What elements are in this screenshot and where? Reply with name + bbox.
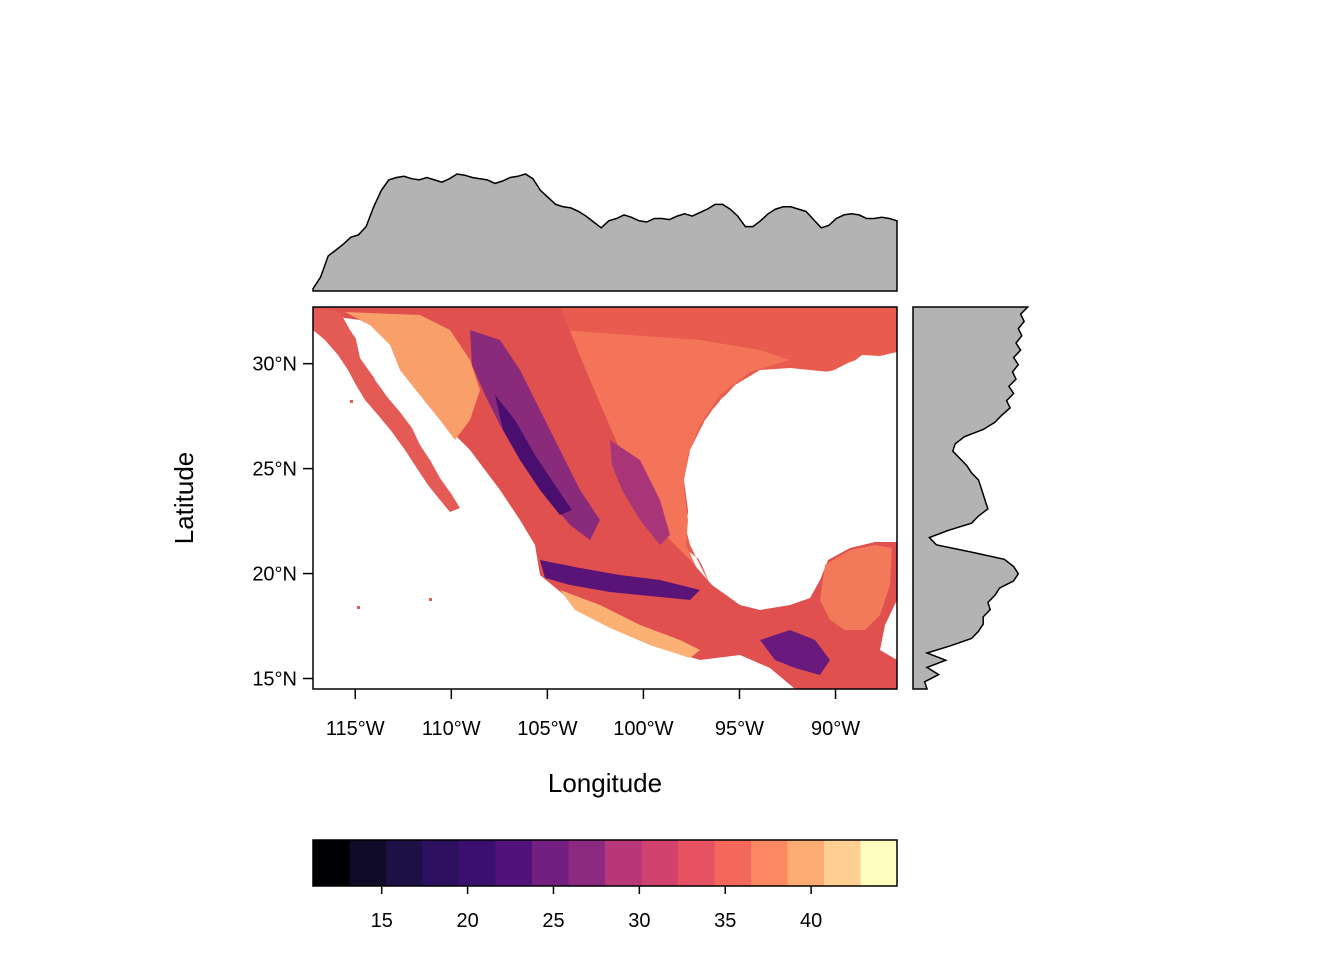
water-gulf-of-california — [355, 335, 470, 482]
colorbar-tick-label: 20 — [456, 910, 478, 932]
x-tick-label: 110°W — [422, 718, 481, 740]
x-tick-label: 90°W — [811, 718, 860, 740]
land-sonoran-desert — [345, 312, 480, 440]
top-marginal-area — [312, 173, 898, 292]
colorbar-swatch — [860, 840, 898, 886]
y-tick-label: 30°N — [252, 354, 297, 376]
land-gulf-plain — [560, 330, 790, 575]
land-sierra-madre-core — [495, 395, 572, 515]
land-yucatan — [820, 545, 892, 630]
x-axis: 115°W 110°W 105°W 100°W 95°W 90°W — [326, 689, 860, 740]
colorbar-tick-label: 15 — [371, 910, 393, 932]
colorbar-swatch — [459, 840, 496, 886]
colorbar: 15 20 25 30 35 40 — [312, 839, 898, 932]
colorbar-swatch — [824, 840, 861, 886]
raster-layer — [313, 307, 897, 689]
land-pacific-coast — [560, 590, 700, 658]
colorbar-tick-label: 35 — [714, 910, 736, 932]
island-3 — [429, 598, 432, 601]
land-sierra-madre-occidental — [470, 330, 600, 540]
colorbar-tick-label: 40 — [800, 910, 822, 932]
right-marginal-area — [912, 306, 1030, 690]
land-sierra-madre-oriental — [610, 440, 670, 545]
colorbar-swatch — [386, 840, 423, 886]
land-chiapas-highlands — [760, 630, 830, 675]
water-gulf-of-mexico — [684, 356, 897, 608]
top-marginal-plot — [312, 173, 898, 292]
colorbar-tick-label: 30 — [628, 910, 650, 932]
colorbar-swatch — [349, 840, 387, 886]
colorbar-frame — [312, 839, 898, 887]
y-axis: 15°N 20°N 25°N 30°N — [252, 354, 313, 691]
island-2 — [357, 606, 360, 609]
colorbar-swatch — [422, 840, 460, 886]
colorbar-swatch — [313, 840, 350, 886]
colorbar-tick-label: 25 — [542, 910, 564, 932]
land-baja-california — [313, 307, 460, 512]
colorbar-swatch — [605, 840, 642, 886]
y-tick-label: 15°N — [252, 669, 297, 691]
map-frame — [312, 306, 898, 690]
colorbar-swatch — [787, 840, 825, 886]
x-tick-label: 115°W — [326, 718, 385, 740]
island-1 — [350, 400, 353, 403]
colorbar-swatch — [532, 840, 569, 886]
colorbar-swatch — [714, 840, 752, 886]
y-axis-title: Latitude — [169, 452, 199, 545]
x-tick-label: 105°W — [517, 718, 577, 740]
colorbar-swatch — [568, 840, 606, 886]
x-tick-label: 100°W — [613, 718, 673, 740]
map-panel: 115°W 110°W 105°W 100°W 95°W 90°W 15°N 20°N 25°… — [252, 306, 898, 740]
colorbar-swatch — [495, 840, 533, 886]
x-axis-title: Longitude — [548, 768, 662, 798]
land-transvolcanic-belt — [540, 560, 700, 600]
right-marginal-plot — [912, 306, 1030, 690]
y-tick-label: 20°N — [252, 564, 297, 586]
colorbar-swatch — [751, 840, 788, 886]
colorbar-swatch — [678, 840, 715, 886]
y-tick-label: 25°N — [252, 459, 297, 481]
colorbar-swatch — [641, 840, 679, 886]
x-tick-label: 95°W — [715, 718, 764, 740]
